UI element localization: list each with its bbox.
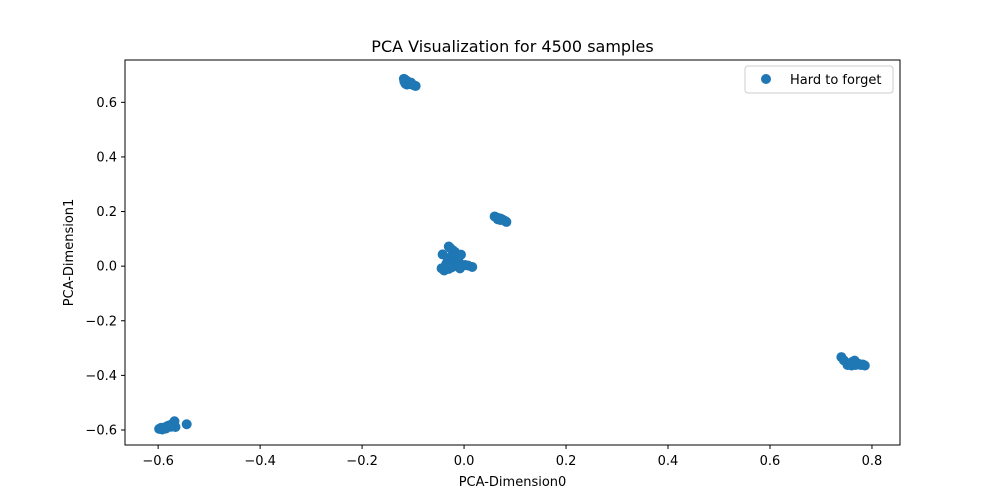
x-axis: −0.6 −0.4 −0.2 0.0 0.2 0.4 0.6 0.8 — [142, 445, 882, 469]
legend-marker — [761, 74, 771, 84]
legend: Hard to forget — [744, 65, 894, 94]
data-points — [154, 73, 870, 435]
y-tick-label: 0.4 — [96, 150, 117, 165]
data-point — [181, 419, 192, 430]
data-point — [436, 263, 447, 274]
y-axis: −0.6 −0.4 −0.2 0.0 0.2 0.4 0.6 — [85, 96, 125, 438]
data-point — [454, 263, 465, 274]
x-axis-label: PCA-Dimension0 — [459, 475, 567, 490]
data-point — [846, 360, 857, 371]
y-tick-label: 0.2 — [96, 205, 117, 220]
data-point — [467, 261, 478, 272]
x-tick-label: 0.8 — [862, 454, 883, 469]
y-tick-label: −0.6 — [85, 423, 117, 438]
y-tick-label: −0.4 — [85, 369, 117, 384]
x-tick-label: 0.0 — [454, 454, 475, 469]
chart-title: PCA Visualization for 4500 samples — [371, 37, 653, 56]
y-tick-label: −0.2 — [85, 314, 117, 329]
data-point — [406, 77, 417, 88]
data-point — [859, 360, 870, 371]
data-point — [437, 249, 448, 260]
legend-label: Hard to forget — [790, 73, 881, 88]
x-tick-label: 0.6 — [760, 454, 781, 469]
data-point — [495, 215, 506, 226]
plot-frame — [124, 59, 901, 446]
x-tick-label: −0.2 — [346, 454, 378, 469]
x-tick-label: −0.6 — [142, 454, 174, 469]
legend-box — [744, 65, 894, 94]
x-tick-label: 0.2 — [556, 454, 577, 469]
data-point — [165, 421, 176, 432]
x-tick-label: −0.4 — [244, 454, 276, 469]
y-tick-label: 0.6 — [96, 96, 117, 111]
y-axis-label: PCA-Dimension1 — [62, 199, 77, 307]
x-tick-label: 0.4 — [658, 454, 679, 469]
data-point — [443, 263, 454, 274]
y-tick-label: 0.0 — [96, 260, 117, 275]
